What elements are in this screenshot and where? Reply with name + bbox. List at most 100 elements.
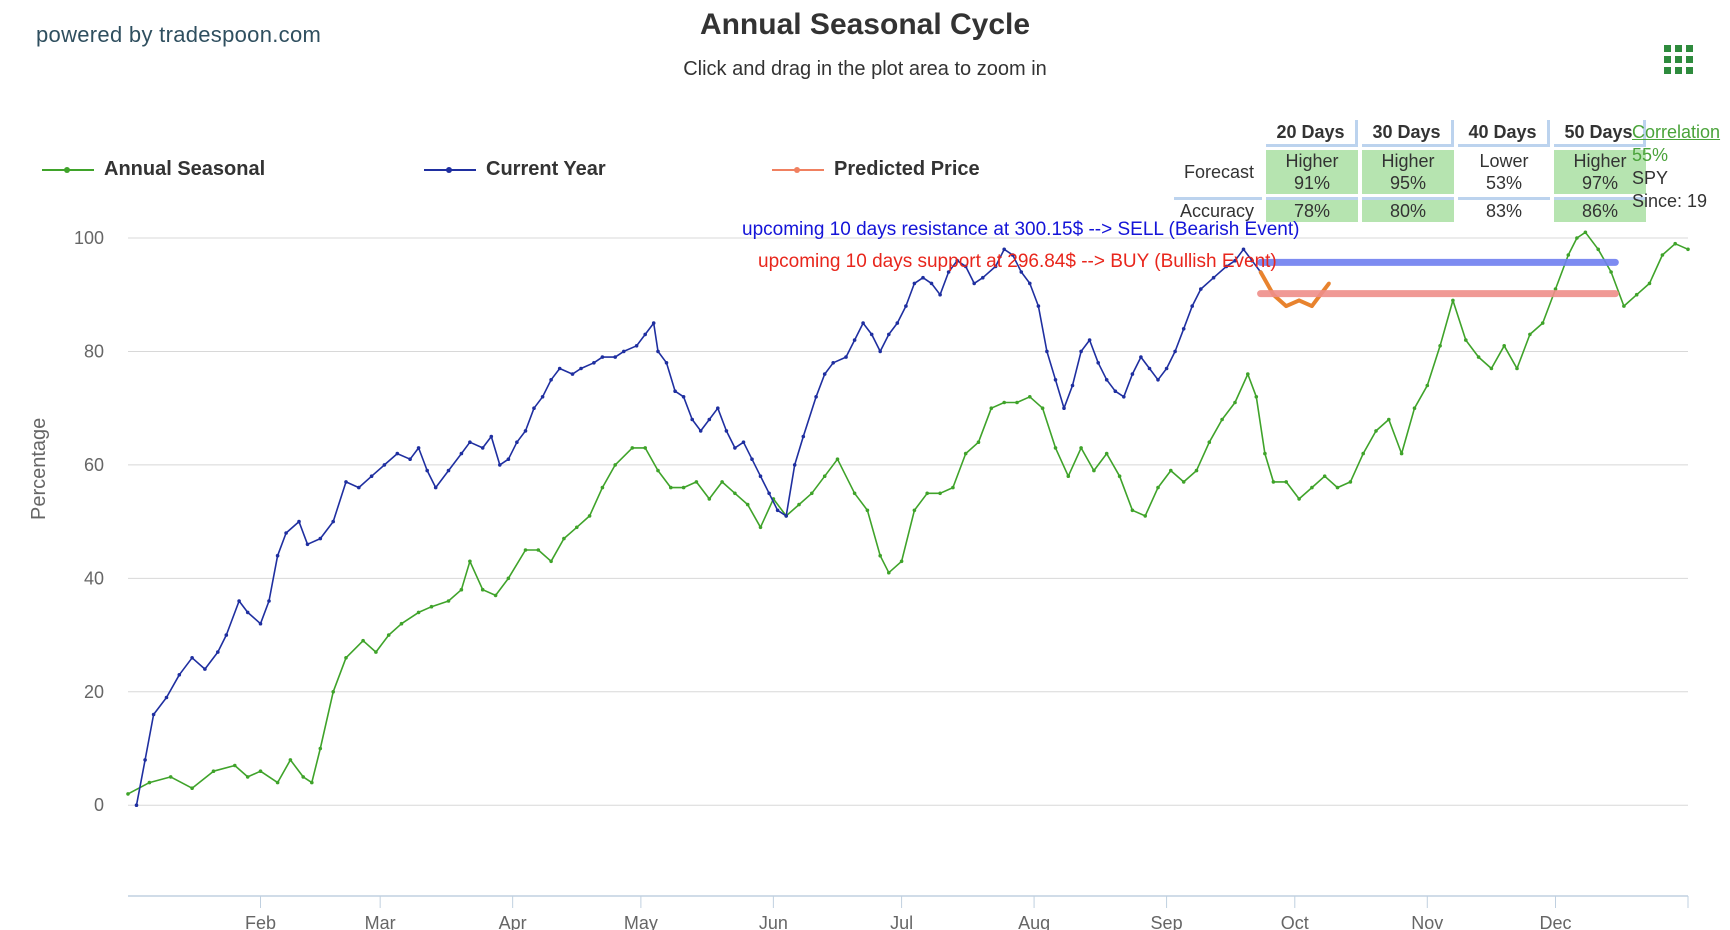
data-point [1156,378,1160,382]
legend-swatch-current-year [424,161,476,179]
data-point [245,775,250,779]
support-annotation: upcoming 10 days support at 296.84$ --> … [758,251,1277,272]
forecast-cell-30: Higher 95% [1362,150,1455,194]
data-point [895,321,900,325]
data-point [1502,344,1506,348]
legend-annual-seasonal[interactable]: Annual Seasonal [42,158,265,181]
data-point [562,536,566,541]
forecast-label: Forecast [1184,161,1255,182]
data-point [758,525,763,530]
data-point [1553,287,1558,291]
correlation-pct: 55% [1632,145,1669,165]
data-point [1575,236,1579,240]
data-point [707,497,712,501]
data-point [707,417,712,422]
data-point [233,763,237,768]
legend-label: Annual Seasonal [104,158,266,180]
data-point [468,440,472,445]
data-point [408,457,412,462]
data-point [929,281,934,286]
data-point [1096,361,1100,365]
forecast-direction: Higher [1573,151,1627,171]
data-point [468,559,472,564]
data-point [797,502,801,507]
correlation-ticker: SPY [1632,168,1669,188]
forecast-cell-20: Higher 91% [1266,150,1359,194]
data-point [656,349,660,354]
data-point [523,548,528,552]
data-point [1164,366,1169,371]
data-point [1139,355,1143,359]
chart-title: Annual Seasonal Cycle [699,8,1031,41]
legend-current-year[interactable]: Current Year [424,158,606,181]
y-tick-label: 100 [74,228,104,248]
data-point [1015,400,1019,405]
data-point [190,786,194,790]
x-tick-label: Oct [1281,913,1309,930]
data-point [775,508,780,513]
correlation-since: Since: 19 [1632,191,1708,211]
data-point [1156,485,1160,490]
accuracy-cell-40: 83% [1458,197,1551,222]
data-point [844,355,848,359]
data-point [357,485,361,490]
data-point [1053,378,1058,382]
grid-menu-icon[interactable] [1664,45,1694,75]
data-point [1002,400,1006,405]
data-point [1233,400,1237,405]
data-point [720,480,724,484]
data-point [361,638,365,643]
data-point [1284,480,1288,484]
data-point [506,457,511,462]
correlation-panel: Correlation 55% SPY Since: 19 [1632,121,1730,213]
data-point [532,406,536,411]
forecast-direction: Higher [1381,151,1435,171]
data-point [822,372,827,376]
data-point [399,621,404,626]
data-point [1686,247,1690,252]
header-40-days: 40 Days [1458,120,1551,147]
y-tick-label: 80 [84,341,104,361]
data-point [912,281,917,286]
brand-label[interactable]: powered by tradespoon.com [36,22,322,47]
data-point [224,633,229,637]
data-point [938,491,942,496]
data-point [540,395,545,399]
data-point [587,514,592,518]
data-point [814,395,818,399]
data-point [1199,287,1203,291]
chart-subtitle: Click and drag in the plot area to zoom … [683,58,1047,80]
data-point [523,429,528,433]
data-point [1596,247,1600,252]
forecast-pct: 53% [1486,173,1523,193]
data-point [258,621,263,626]
data-point [946,270,951,274]
data-point [1207,440,1212,445]
data-point [429,604,434,609]
data-point [669,485,673,490]
data-point [1104,378,1109,382]
data-point [374,650,378,654]
x-tick-label: Sep [1151,913,1183,930]
legend-predicted-price[interactable]: Predicted Price [772,158,980,181]
data-point [1528,332,1532,337]
data-point [1634,292,1639,297]
y-tick-label: 20 [84,682,104,702]
data-point [480,587,485,592]
data-point [1028,281,1032,286]
data-point [143,758,147,762]
data-point [1660,253,1665,257]
data-point [459,451,464,456]
data-point [318,536,323,541]
data-point [1079,349,1083,354]
data-point [1117,474,1122,479]
data-point [1622,304,1626,308]
correlation-link[interactable]: Correlation [1632,122,1721,142]
data-point [1194,468,1199,473]
data-point [1104,451,1109,456]
data-point [331,519,336,524]
data-point [1412,406,1417,411]
x-tick-label: Nov [1411,913,1443,930]
data-point [741,440,746,445]
